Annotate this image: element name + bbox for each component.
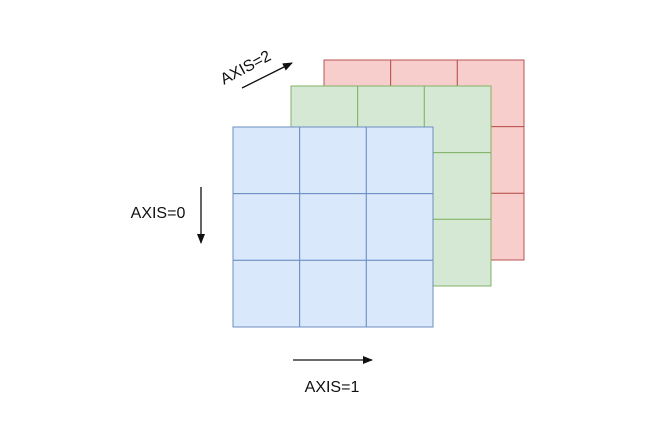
axis-1-annotation: AXIS=1: [293, 356, 373, 396]
front-cell-r2-c0: [232, 259, 301, 328]
front-cell-r2-c1: [299, 259, 367, 328]
axis-0-label: AXIS=0: [131, 205, 186, 222]
middle-cell-r2-c2: [423, 218, 492, 287]
front-cell-r1-c1: [299, 193, 367, 261]
front-layer-grid: [232, 126, 434, 328]
middle-cell-r1-c2: [423, 152, 492, 220]
axis-2-label: AXIS=2: [218, 48, 274, 89]
front-cell-r1-c2: [365, 193, 434, 261]
front-cell-r0-c2: [365, 126, 434, 195]
front-cell-r2-c2: [365, 259, 434, 328]
front-cell-r0-c1: [299, 126, 367, 195]
axis-2-arrow: [241, 62, 293, 89]
middle-cell-r0-c2: [423, 85, 492, 154]
axis-0-annotation: AXIS=0: [131, 187, 205, 244]
axis-2-annotation: AXIS=2: [218, 48, 293, 89]
axis-1-label: AXIS=1: [305, 379, 360, 396]
front-cell-r1-c0: [232, 193, 301, 261]
front-cell-r0-c0: [232, 126, 301, 195]
